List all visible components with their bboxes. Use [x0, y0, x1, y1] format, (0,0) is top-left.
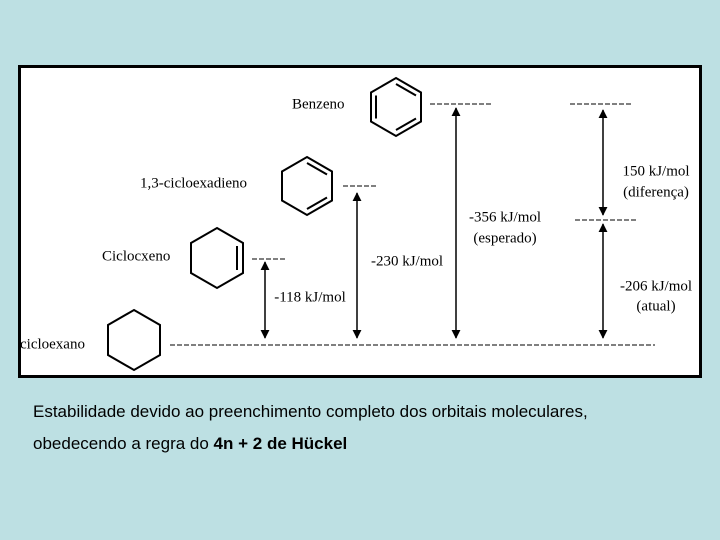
energy-note: (atual)	[636, 298, 675, 314]
cyclohexadiene-structure	[281, 155, 333, 217]
energy-note: (diferença)	[623, 184, 689, 200]
energy-note: (esperado)	[473, 230, 536, 246]
diagram-frame	[18, 65, 702, 378]
caption-text: obedecendo a regra do	[33, 434, 214, 453]
cyclohexene-structure	[190, 226, 244, 290]
caption-line: obedecendo a regra do 4n + 2 de Hückel	[33, 434, 347, 454]
cyclohexane-structure	[107, 308, 161, 372]
energy-label: -206 kJ/mol	[620, 278, 692, 294]
molecule-label: cicloexano	[20, 336, 85, 352]
energy-label: -356 kJ/mol	[469, 209, 541, 225]
molecule-label: Ciclocxeno	[102, 248, 170, 264]
benzene-structure	[370, 76, 422, 138]
molecule-label: 1,3-cicloexadieno	[140, 175, 247, 191]
energy-label: 150 kJ/mol	[622, 163, 689, 179]
energy-label: -118 kJ/mol	[274, 289, 346, 305]
caption-line: Estabilidade devido ao preenchimento com…	[33, 402, 588, 421]
caption-emphasis: 4n + 2 de Hückel	[213, 434, 348, 453]
molecule-label: Benzeno	[292, 96, 344, 112]
energy-label: -230 kJ/mol	[371, 253, 443, 269]
